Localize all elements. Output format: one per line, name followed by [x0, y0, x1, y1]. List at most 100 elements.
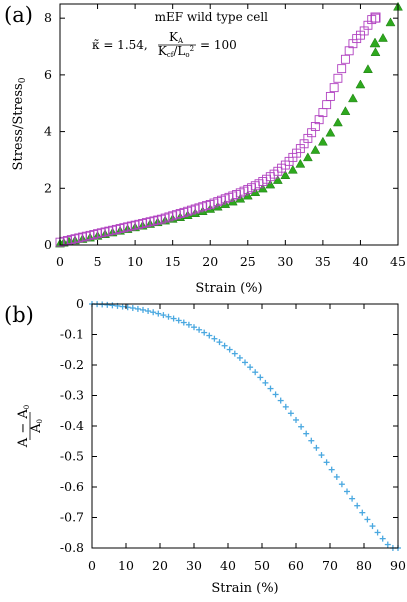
panel-a-legend: mEF wild type cell κ̃ = 1.54, KA Kcf/Lo2…: [92, 10, 381, 59]
legend-entry-wild-type-label: mEF wild type cell: [155, 10, 269, 24]
x-tick-label: 80: [356, 558, 372, 573]
plus-point: [129, 305, 136, 312]
plus-point: [170, 315, 177, 322]
plus-point: [328, 466, 335, 473]
plus-point: [191, 324, 197, 331]
x-tick-label: 70: [322, 558, 338, 573]
triangle-point: [348, 93, 358, 103]
panel-b-y-axis-label-numerator: A − A0: [16, 405, 31, 448]
plus-point: [287, 410, 294, 417]
y-tick-label: -0.5: [60, 449, 84, 464]
plus-point: [262, 379, 269, 386]
plus-point: [338, 481, 345, 488]
x-tick-label: 35: [315, 254, 331, 269]
plus-point: [303, 430, 310, 437]
y-tick-label: -0.3: [60, 388, 84, 403]
triangle-point: [287, 164, 298, 174]
triangle-point: [363, 64, 373, 73]
square-point: [333, 73, 343, 83]
plus-point: [374, 529, 381, 536]
x-tick-label: 5: [94, 254, 102, 269]
plus-point: [180, 319, 187, 326]
plus-point: [196, 326, 203, 333]
plus-point: [354, 502, 361, 509]
plus-point: [221, 342, 228, 349]
legend-entry-model-fraction: KA Kcf/Lo2: [158, 30, 196, 59]
x-tick-label: 40: [220, 558, 236, 573]
x-tick-label: 45: [390, 254, 406, 269]
plus-point: [185, 321, 192, 328]
panel-b-marks: [89, 301, 401, 551]
legend-fraction-denominator: Kcf/Lo2: [158, 44, 194, 59]
plus-point: [216, 339, 223, 346]
plus-point: [175, 317, 182, 324]
plus-point: [140, 306, 146, 313]
plus-point: [277, 397, 284, 404]
x-tick-label: 10: [127, 254, 143, 269]
panel-b: (b) 0 10 20 30 40 50 60 70 80 90 0 -0.1 -0.2 -0.3 -0.4…: [4, 296, 406, 596]
triangle-point: [325, 127, 336, 137]
panel-b-y-axis-label-denominator: A0: [29, 419, 44, 434]
legend-entry-model-label: κ̃ = 1.54,: [92, 38, 148, 52]
plus-point: [160, 312, 167, 319]
panel-b-x-axis-label: Strain (%): [211, 581, 278, 596]
plus-point: [231, 350, 238, 357]
x-tick-label: 50: [254, 558, 270, 573]
plus-point: [333, 473, 340, 480]
plus-point: [150, 309, 157, 316]
x-tick-label: 40: [352, 254, 368, 269]
x-tick-label: 20: [152, 558, 168, 573]
triangle-point: [295, 158, 306, 168]
panel-a-label: (a): [4, 3, 33, 27]
x-tick-label: 90: [390, 558, 406, 573]
panel-a: (a) 0 5 10 15 20 25 30 35 40 45 0 2 4 6 8 Strain (%) S…: [4, 1, 406, 296]
triangle-point: [280, 170, 291, 180]
plus-point: [206, 332, 213, 339]
y-tick-label: 0: [44, 237, 52, 252]
plus-point: [201, 329, 208, 336]
plus-point: [134, 305, 141, 312]
plus-point: [379, 535, 386, 542]
legend-fraction-numerator: KA: [169, 30, 184, 45]
plus-point: [257, 374, 264, 381]
panel-b-y-axis-label: A − A0 A0: [16, 405, 44, 448]
panel-b-frame: [91, 303, 399, 549]
triangle-point: [355, 79, 366, 89]
triangle-point: [272, 175, 283, 184]
plus-point: [165, 313, 172, 320]
triangle-point: [310, 145, 321, 154]
panel-a-x-axis-label: Strain (%): [195, 281, 262, 296]
plus-point: [364, 516, 371, 523]
panel-a-y-axis-label: Stress/Stress0: [11, 77, 28, 170]
x-tick-label: 30: [277, 254, 293, 269]
square-point: [325, 91, 335, 101]
plus-point: [384, 541, 391, 548]
plus-point: [318, 452, 325, 459]
triangle-point: [332, 117, 343, 127]
x-tick-label: 10: [118, 558, 134, 573]
y-tick-label: -0.4: [60, 418, 84, 433]
plus-point: [236, 354, 243, 361]
plus-point: [104, 301, 111, 308]
square-point: [340, 54, 350, 64]
square-point: [337, 64, 347, 74]
square-point: [329, 83, 339, 93]
x-tick-label: 20: [202, 254, 218, 269]
plus-point: [308, 437, 315, 444]
plus-point: [109, 302, 116, 309]
panel-a-ticks: 0 5 10 15 20 25 30 35 40 45 0 2 4 6 8: [44, 4, 406, 269]
plus-point: [369, 523, 376, 530]
y-tick-label: -0.2: [60, 357, 84, 372]
triangle-point: [265, 179, 276, 189]
plus-point: [293, 416, 299, 423]
panel-a-frame: [59, 3, 399, 246]
plus-point: [119, 303, 126, 310]
legend-entry-model-value: = 100: [200, 38, 237, 52]
y-tick-label: 6: [44, 67, 52, 82]
plus-point: [267, 385, 274, 392]
panel-b-ticks: 0 10 20 30 40 50 60 70 80 90 0 -0.1 -0.2 -0.3 -0.4 -0.5…: [60, 296, 406, 573]
triangle-point: [340, 106, 351, 115]
plus-point: [344, 488, 350, 495]
y-tick-label: -0.8: [60, 540, 84, 555]
